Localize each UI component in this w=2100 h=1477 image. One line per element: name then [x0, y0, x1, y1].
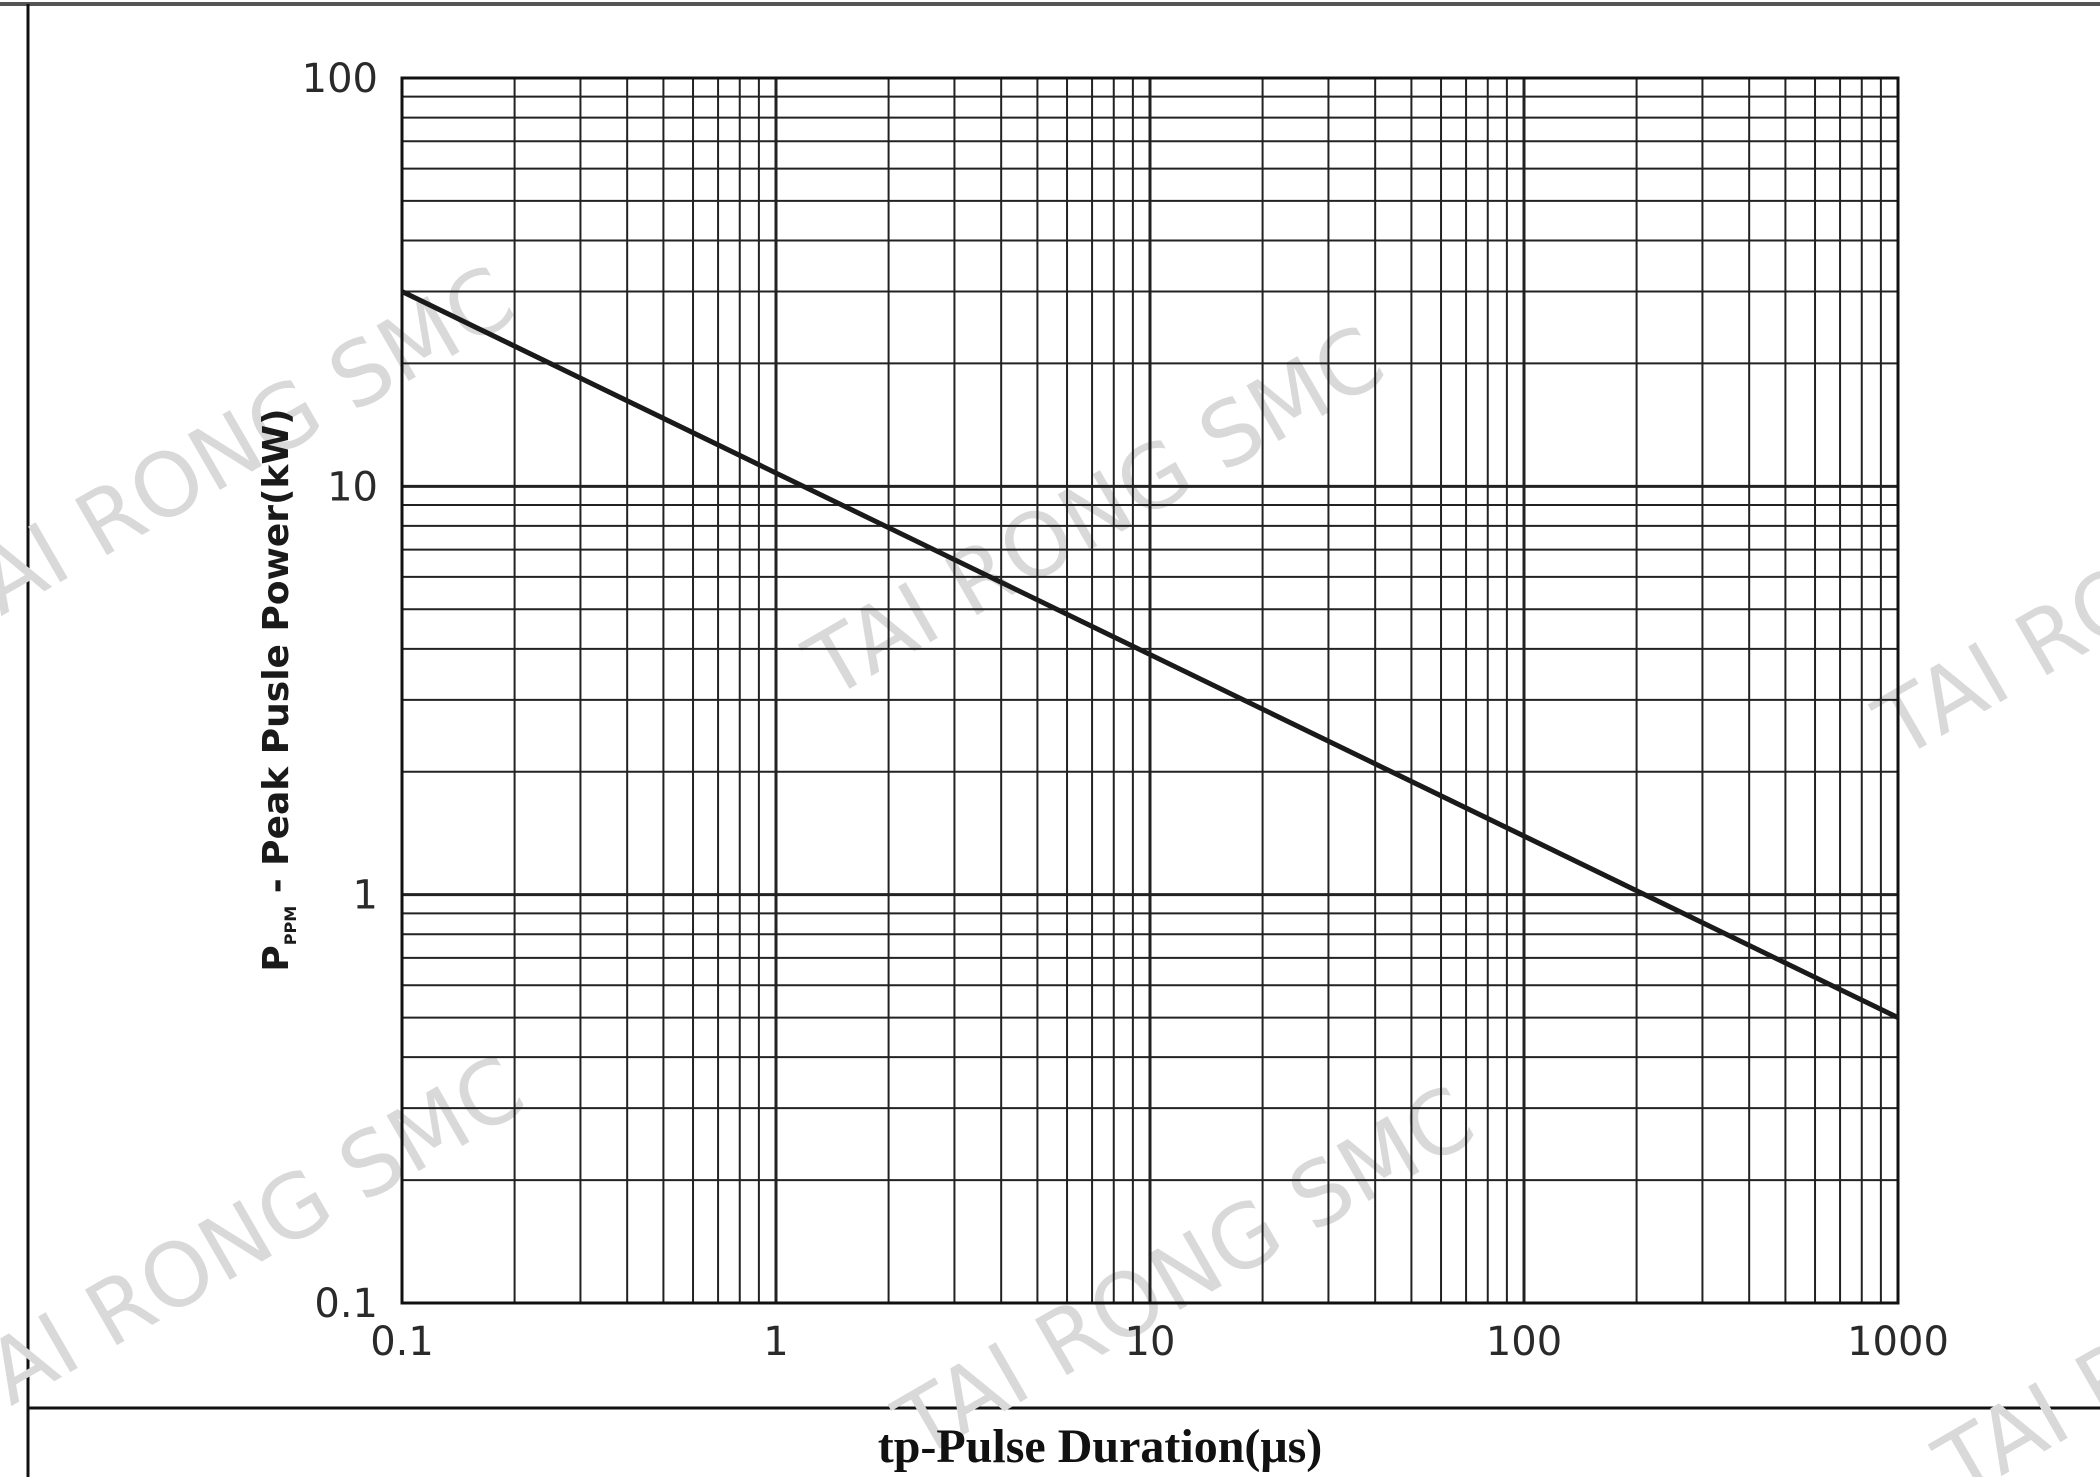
x-axis-label: tp-Pulse Duration(μs) [878, 1420, 1323, 1473]
y-tick-label: 1 [353, 873, 378, 919]
grid [402, 78, 1898, 1303]
y-tick-label: 10 [327, 464, 378, 510]
y-tick-labels: 0.1 1 10 100 [302, 56, 378, 1327]
x-tick-labels: 0.1 1 10 100 1000 [370, 1319, 1949, 1365]
y-tick-label: 100 [302, 56, 378, 102]
series-line [400, 289, 1900, 1020]
y-tick-label: 0.1 [314, 1281, 378, 1327]
y-axis-label: PPPM - Peak Pusle Power(kW) [256, 408, 300, 971]
y-axis-label-subscript: PPM [281, 906, 300, 945]
y-axis-label-text: - Peak Pusle Power(kW) [256, 408, 297, 905]
x-tick-label: 1000 [1847, 1319, 1949, 1365]
plot-area [400, 76, 1900, 1305]
x-tick-label: 100 [1486, 1319, 1562, 1365]
x-tick-label: 0.1 [370, 1319, 434, 1365]
x-tick-label: 10 [1125, 1319, 1176, 1365]
y-axis-label-main: P [256, 945, 297, 971]
x-tick-label: 1 [763, 1319, 788, 1365]
